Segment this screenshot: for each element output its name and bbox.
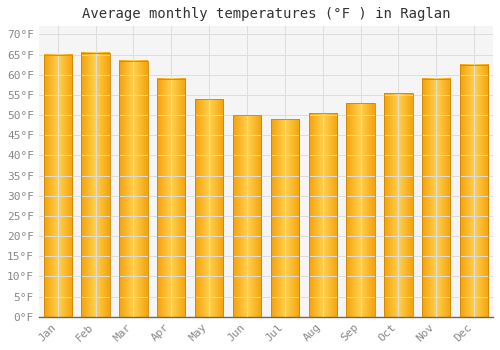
- Bar: [460, 65, 488, 317]
- Bar: [82, 52, 110, 317]
- Bar: [119, 61, 148, 317]
- Bar: [157, 79, 186, 317]
- Bar: [233, 115, 261, 317]
- Bar: [422, 79, 450, 317]
- Bar: [422, 79, 450, 317]
- Bar: [119, 61, 148, 317]
- Bar: [308, 113, 337, 317]
- Bar: [82, 52, 110, 317]
- Bar: [270, 119, 299, 317]
- Bar: [460, 65, 488, 317]
- Bar: [346, 103, 375, 317]
- Bar: [270, 119, 299, 317]
- Bar: [195, 99, 224, 317]
- Bar: [233, 115, 261, 317]
- Bar: [195, 99, 224, 317]
- Bar: [44, 55, 72, 317]
- Bar: [346, 103, 375, 317]
- Bar: [384, 93, 412, 317]
- Bar: [384, 93, 412, 317]
- Bar: [157, 79, 186, 317]
- Bar: [308, 113, 337, 317]
- Title: Average monthly temperatures (°F ) in Raglan: Average monthly temperatures (°F ) in Ra…: [82, 7, 450, 21]
- Bar: [44, 55, 72, 317]
